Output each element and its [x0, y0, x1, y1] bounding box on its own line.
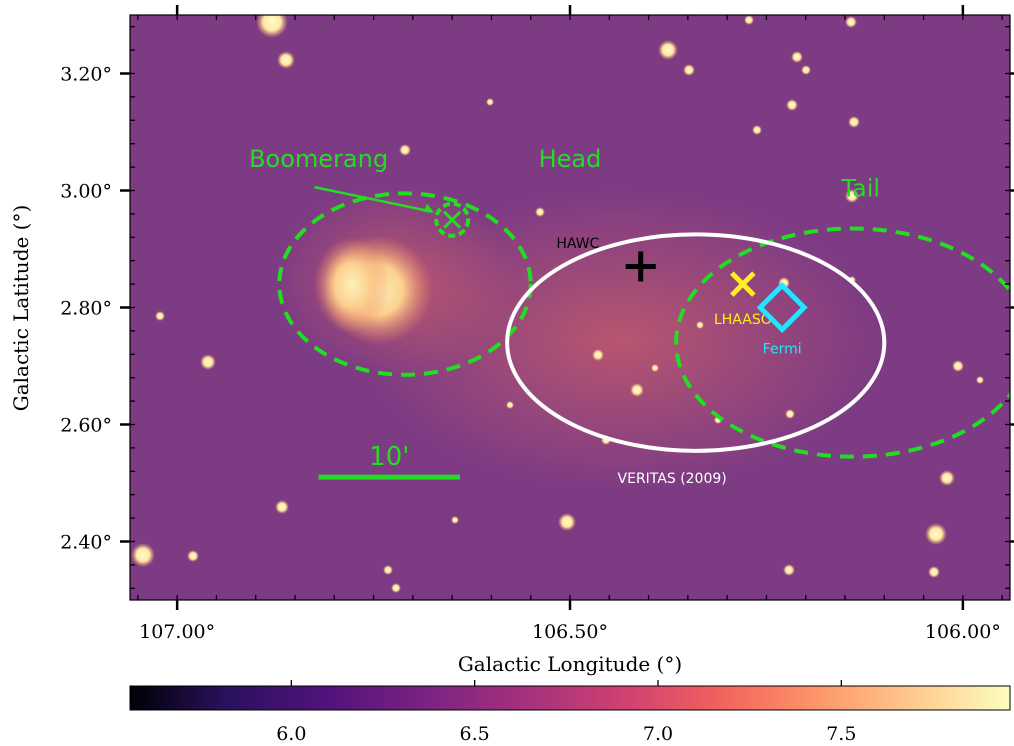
star-point-source — [277, 51, 295, 69]
star-point-source — [256, 15, 288, 38]
star-point-source — [952, 360, 964, 372]
colorbar-tick-label: 7.0 — [643, 723, 673, 745]
star-point-source — [155, 311, 165, 321]
star-point-source — [383, 565, 393, 575]
point-sources — [131, 15, 984, 593]
star-point-source — [506, 401, 514, 409]
star-point-source — [200, 354, 216, 370]
star-point-source — [925, 523, 947, 545]
x-tick-label: 106.00° — [925, 621, 1001, 643]
overlays: Head Tail VERITAS (2009) HAWC LHAASO Fermi Boo… — [249, 145, 1010, 487]
star-point-source — [976, 376, 984, 384]
fermi-label: Fermi — [763, 341, 802, 357]
colorbar-tick-label: 6.5 — [460, 723, 490, 745]
star-point-source — [399, 144, 411, 156]
veritas-region-ellipse — [505, 232, 887, 453]
y-tick-label: 3.00° — [60, 181, 112, 203]
star-point-source — [630, 383, 644, 397]
star-point-source — [187, 550, 199, 562]
star-point-source — [486, 98, 494, 106]
star-point-source — [939, 470, 955, 486]
boomerang-marker — [434, 201, 471, 238]
lhaaso-marker — [730, 271, 756, 297]
tail-region-ellipse — [674, 226, 1010, 459]
tail-label: Tail — [840, 174, 880, 202]
star-point-source — [535, 207, 545, 217]
star-point-source — [785, 409, 795, 419]
star-point-source — [786, 99, 798, 111]
boomerang-arrow — [314, 185, 433, 213]
star-point-source — [752, 125, 762, 135]
star-point-source — [848, 116, 860, 128]
boomerang-marker-cross — [443, 210, 462, 229]
y-tick-label: 2.60° — [60, 415, 112, 437]
star-point-source — [801, 65, 811, 75]
x-axis-title: Galactic Longitude (°) — [458, 652, 682, 676]
star-point-source — [651, 364, 659, 372]
hawc-label: HAWC — [556, 236, 599, 252]
star-point-source — [683, 64, 695, 76]
star-point-source — [592, 349, 604, 361]
star-point-source — [791, 51, 803, 63]
colorbar: 6.0 6.5 7.0 7.5 — [129, 680, 1011, 745]
colorbar-tick-label: 6.0 — [276, 723, 306, 745]
star-point-source — [131, 543, 155, 567]
y-tick-label: 2.80° — [60, 298, 112, 320]
colorbar-tick-label: 7.5 — [826, 723, 856, 745]
star-point-source — [744, 15, 754, 25]
hawc-marker — [625, 251, 656, 282]
scale-bar-label: 10' — [369, 442, 409, 472]
axis-ticks: 107.00° 106.50° 106.00° 2.40° 2.60° 2.80° 3.00… — [60, 5, 1014, 643]
star-point-source — [451, 516, 459, 524]
colorbar-ticks: 6.0 6.5 7.0 7.5 — [276, 680, 856, 745]
star-point-source — [391, 583, 401, 593]
x-tick-label: 106.50° — [532, 621, 608, 643]
image-layer — [130, 15, 1010, 600]
lhaaso-label: LHAASO — [714, 312, 772, 328]
star-point-source — [558, 513, 576, 531]
colorbar-gradient — [129, 685, 1011, 711]
star-point-source — [928, 566, 940, 578]
head-region-ellipse — [277, 191, 533, 377]
star-point-source — [658, 40, 678, 60]
y-axis-title: Galactic Latitude (°) — [9, 205, 33, 412]
bright-region-head-2 — [314, 237, 390, 333]
veritas-label: VERITAS (2009) — [618, 471, 727, 487]
y-tick-label: 3.20° — [60, 64, 112, 86]
star-point-source — [696, 321, 704, 329]
head-label: Head — [539, 145, 602, 173]
y-tick-label: 2.40° — [60, 532, 112, 554]
star-point-source — [845, 189, 859, 203]
star-point-source — [845, 16, 857, 28]
boomerang-arrow-head — [423, 203, 435, 213]
x-tick-label: 107.00° — [139, 621, 215, 643]
fermi-marker — [756, 281, 808, 334]
star-point-source — [783, 564, 795, 576]
boomerang-label: Boomerang — [249, 145, 388, 173]
star-point-source — [275, 500, 289, 514]
